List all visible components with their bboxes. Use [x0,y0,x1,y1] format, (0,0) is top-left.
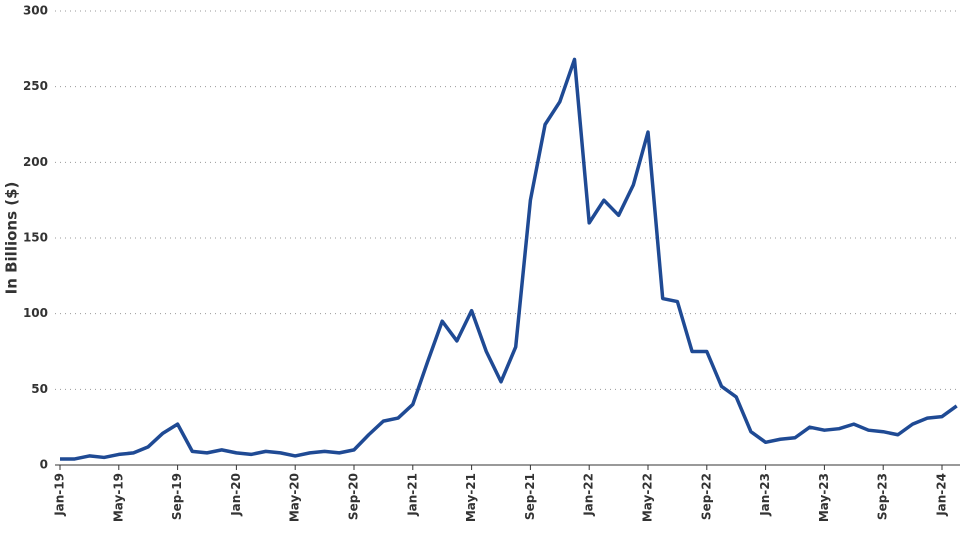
x-tick-label: Sep-20 [347,473,361,520]
y-tick-label: 100 [23,306,48,320]
x-tick-label: Sep-22 [699,473,713,520]
x-tick-label: Sep-21 [523,473,537,520]
x-tick-label: Sep-23 [876,473,890,520]
x-tick-label: Jan-24 [935,473,949,517]
data-line [60,57,958,461]
x-tick-label: May-19 [111,473,125,522]
y-axis-title: In Billions ($) [3,182,21,295]
x-tick-label: Jan-22 [582,473,596,517]
x-tick-label: Jan-23 [758,473,772,517]
x-tick-label: May-21 [464,473,478,522]
x-tick-label: Sep-19 [170,473,184,520]
x-tick-label: May-23 [817,473,831,522]
y-tick-label: 150 [23,231,48,245]
x-tick-label: May-20 [288,473,302,522]
x-tick-label: May-22 [641,473,655,522]
x-tick-label: Jan-19 [53,473,67,517]
y-tick-label: 300 [23,4,48,18]
y-tick-label: 50 [31,382,48,396]
x-tick-label: Jan-20 [229,473,243,517]
x-tick-label: Jan-21 [405,473,419,517]
y-tick-label: 250 [23,79,48,93]
y-tick-label: 200 [23,155,48,169]
y-tick-label: 0 [40,458,48,472]
